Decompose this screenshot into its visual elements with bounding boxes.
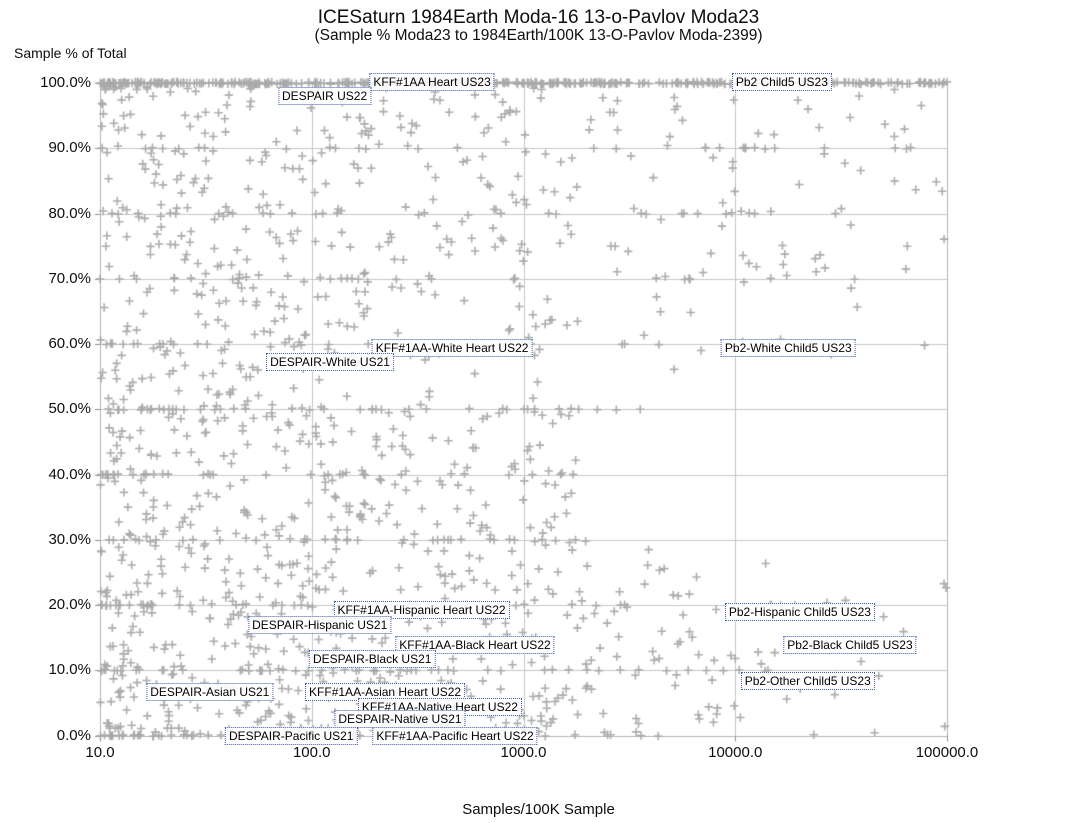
x-tick-label: 1000.0 — [500, 744, 547, 761]
data-label[interactable]: DESPAIR-Hispanic US21 — [248, 615, 392, 634]
y-tick-label: 40.0% — [48, 465, 91, 483]
y-tick-label: 100.0% — [40, 74, 91, 91]
y-tick-label: 30.0% — [48, 530, 91, 548]
y-axis-title: Sample % of Total — [14, 45, 127, 61]
x-tick-label: 100000.0 — [915, 744, 979, 761]
data-label[interactable]: KFF#1AA-Hispanic Heart US22 — [333, 601, 510, 620]
data-label[interactable]: DESPAIR US22 — [278, 87, 372, 106]
y-tick-label: 10.0% — [48, 661, 91, 679]
data-label[interactable]: Pb2-Hispanic Child5 US23 — [724, 602, 875, 621]
x-tick-label: 10.0 — [85, 744, 115, 761]
x-axis-title: Samples/100K Sample — [462, 801, 615, 818]
data-label[interactable]: DESPAIR-Native US21 — [334, 710, 466, 729]
x-tick-label: 10000.0 — [708, 744, 763, 761]
data-label[interactable]: KFF#1AA-White Heart US22 — [371, 338, 533, 357]
data-label[interactable]: DESPAIR-White US21 — [266, 353, 394, 372]
data-label[interactable]: Pb2-White Child5 US23 — [720, 338, 856, 357]
y-tick-label: 60.0% — [48, 335, 91, 352]
data-label[interactable]: DESPAIR-Pacific US21 — [224, 726, 358, 745]
chart-title: ICESaturn 1984Earth Moda-16 13-o-Pavlov … — [317, 7, 760, 28]
data-label[interactable]: Pb2-Black Child5 US23 — [783, 636, 917, 655]
x-tick-label: 100.0 — [292, 744, 331, 761]
y-tick-label: 50.0% — [48, 400, 91, 418]
y-tick-label: 20.0% — [48, 596, 91, 613]
data-label[interactable]: KFF#1AA-Pacific Heart US22 — [372, 726, 538, 745]
data-label[interactable]: DESPAIR-Black US21 — [308, 650, 436, 669]
data-label[interactable]: Pb2 Child5 US23 — [731, 72, 832, 91]
y-tick-label: 70.0% — [48, 269, 91, 287]
data-label[interactable]: Pb2-Other Child5 US23 — [740, 671, 875, 690]
y-tick-label: 80.0% — [48, 204, 91, 222]
y-tick-label: 90.0% — [48, 139, 91, 157]
data-label[interactable]: KFF#1AA-Black Heart US22 — [395, 636, 555, 655]
chart-subtitle: (Sample % Moda23 to 1984Earth/100K 13-O-… — [314, 27, 763, 44]
data-label[interactable]: KFF#1AA Heart US23 — [369, 72, 495, 91]
y-tick-label: 0.0% — [56, 726, 91, 744]
data-label[interactable]: DESPAIR-Asian US21 — [146, 683, 274, 702]
